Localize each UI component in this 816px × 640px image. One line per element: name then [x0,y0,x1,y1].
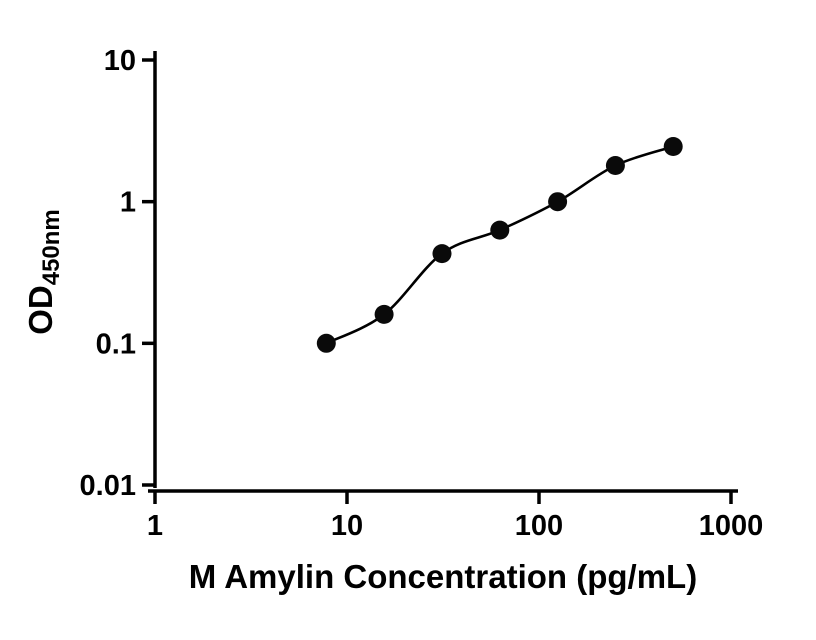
axes-layer: 1 10 100 1000 10 1 0.1 0.01 [80,45,764,542]
data-point [374,304,394,324]
y-tick-label: 0.01 [80,470,136,502]
x-tick-label: 1 [147,510,163,542]
y-tick-label: 1 [120,187,136,219]
y-axis-title-sub: 450nm [38,209,65,285]
data-point [490,220,510,240]
data-point [663,137,683,156]
data-point [605,156,625,175]
x-tick-label: 100 [515,510,563,542]
x-tick-label: 10 [331,510,363,542]
data-point [432,244,452,264]
y-tick-label: 10 [104,45,136,77]
series-layer [316,137,683,353]
y-axis-title-main: OD [22,285,59,335]
y-tick-label: 0.1 [96,328,136,360]
data-point [316,333,336,353]
data-point [548,192,568,212]
x-axis-title: M Amylin Concentration (pg/mL) [189,558,697,595]
y-axis-title: OD450nm [22,209,65,335]
x-tick-label: 1000 [699,510,764,542]
